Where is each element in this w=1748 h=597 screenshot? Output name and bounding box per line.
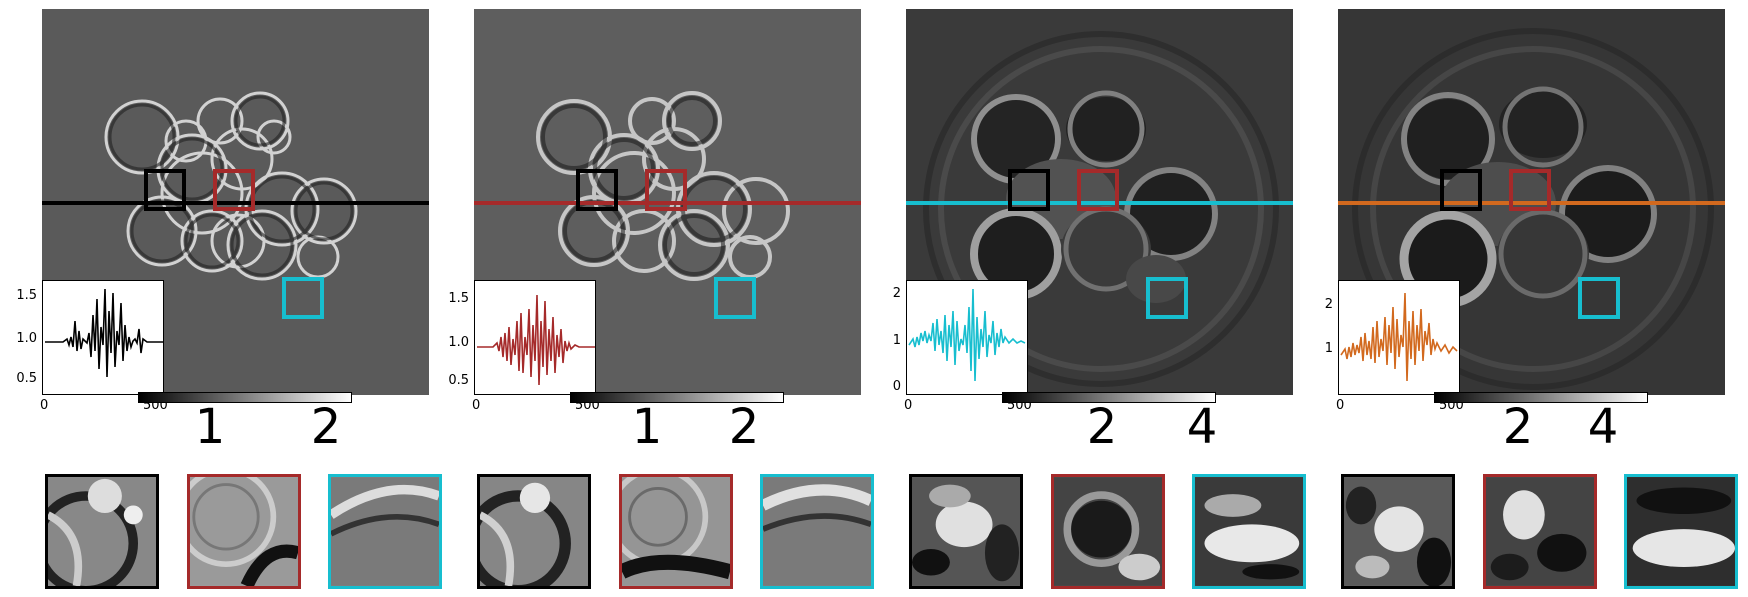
panel-4: 2 1 0 500 2 4 [1296,0,1738,597]
inset-ytick: 2 [1324,297,1333,312]
colorbar-tick: 2 [1502,399,1534,455]
reconstruction-rings [42,91,429,319]
inset-ytick: 1.5 [16,288,37,303]
colorbar-tick: 2 [728,399,760,455]
colorbar [570,392,784,403]
colorbar-tick: 2 [310,399,342,455]
roi-cyan [714,277,756,319]
inset-ytick: 0 [892,379,901,394]
panel-2: 1.5 1.0 0.5 0 500 1 2 [432,0,874,597]
reconstruction-blobs [906,31,1293,387]
profile-plot-red [477,294,595,386]
crop-black [477,474,591,589]
crop-black [909,474,1023,589]
reconstruction-blobs [1338,28,1725,390]
crop-black [45,474,159,589]
roi-red [213,169,255,211]
roi-cyan [282,277,324,319]
inset-ytick: 1.5 [448,291,469,306]
roi-cyan [1578,277,1620,319]
roi-black [576,169,618,211]
panel-3: 2 1 0 0 500 2 4 [864,0,1306,597]
colorbar [138,392,352,403]
inset-xtick: 0 [1336,398,1345,413]
inset-ytick: 2 [892,286,901,301]
reconstruction-image [906,9,1293,395]
inset-ytick: 0.5 [448,373,469,388]
roi-black [1008,169,1050,211]
panel-1: 1.5 1.0 0.5 0 500 1 2 [0,0,442,597]
colorbar-tick: 4 [1186,399,1218,455]
roi-cyan [1146,277,1188,319]
crop-cyan [1192,474,1306,589]
inset-xtick: 0 [472,398,481,413]
crop-red [1051,474,1165,589]
crop-cyan [328,474,442,589]
crop-cyan [1624,474,1738,589]
colorbar-tick: 1 [194,399,226,455]
crop-red [187,474,301,589]
inset-ytick: 1.0 [16,331,37,346]
inset-ytick: 0.5 [16,371,37,386]
inset-xtick: 0 [40,398,49,413]
roi-black [144,169,186,211]
colorbar-tick: 2 [1086,399,1118,455]
inset-ytick: 1 [892,333,901,348]
crop-red [1483,474,1597,589]
colorbar [1002,392,1216,403]
profile-plot-black [45,288,163,378]
reconstruction-rings [474,91,861,319]
profile-inset: 1.5 1.0 0.5 0 500 [16,280,168,413]
crop-red [619,474,733,589]
profile-inset: 2 1 0 500 [1325,280,1464,413]
profile-inset: 2 1 0 0 500 [893,280,1032,413]
inset-ytick: 1 [1324,341,1333,356]
colorbar-tick: 1 [631,399,663,455]
profile-inset: 1.5 1.0 0.5 0 500 [448,280,600,413]
colorbar [1434,392,1648,403]
roi-red [1509,169,1551,211]
crop-cyan [760,474,874,589]
profile-plot-cyan [908,288,1026,382]
roi-red [645,169,687,211]
inset-xtick: 0 [904,398,913,413]
roi-black [1440,169,1482,211]
roi-red [1077,169,1119,211]
profile-plot-orange [1340,292,1458,382]
colorbar-tick: 4 [1587,399,1619,455]
inset-ytick: 1.0 [448,335,469,350]
crop-black [1341,474,1455,589]
